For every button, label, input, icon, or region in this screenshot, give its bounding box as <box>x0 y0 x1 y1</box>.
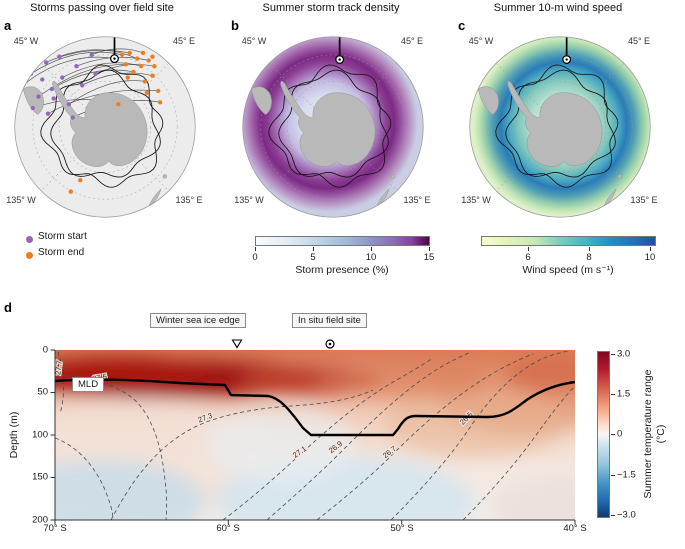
colorbar-b-tick-label: 15 <box>423 252 435 263</box>
map-a-graticule <box>32 54 178 200</box>
panel-c-letter: c <box>458 18 466 33</box>
section-axes <box>50 349 576 525</box>
map-c-graticule <box>487 54 633 200</box>
latitude-tick-label: 50° S <box>390 523 414 534</box>
colorbar-d-tick-mark <box>611 354 615 355</box>
meridian-label: 135° W <box>6 195 36 205</box>
meridian-label: 45° W <box>13 36 39 46</box>
section-panel-d: 27.727.527.327.126.926.726.5 <box>50 339 576 525</box>
colorbar-d-tick-mark <box>611 434 615 435</box>
depth-tick-label: 100 <box>32 429 48 441</box>
meridian-label: 45° E <box>400 36 424 46</box>
colorbar-d-tick-label: −1.5 <box>617 469 636 481</box>
meridian-label: 45° W <box>468 36 494 46</box>
colorbar-b-label: Storm presence (%) <box>295 264 389 276</box>
depth-tick-label: 0 <box>42 344 48 356</box>
colorbar-d-tick-mark <box>611 475 615 476</box>
latitude-tick-label: 60° S <box>216 523 240 534</box>
winter-sea-ice-edge-marker <box>231 339 243 349</box>
meridian-label: 135° E <box>630 195 658 205</box>
colorbar-b-tick-mark <box>371 247 372 251</box>
colorbar-temperature <box>597 351 610 518</box>
colorbar-b-tick-label: 10 <box>365 252 377 263</box>
mld-line <box>54 378 576 437</box>
colorbar-b-tick-mark <box>255 247 256 251</box>
latitude-tick-label: 40° S <box>563 523 587 534</box>
meridian-label: 135° W <box>461 195 491 205</box>
colorbar-c-tick-mark <box>650 247 651 251</box>
colorbar-c-label: Wind speed (m s⁻¹) <box>522 264 614 276</box>
field-site-section-marker <box>325 339 335 349</box>
mld-label: MLD <box>72 377 105 392</box>
colorbar-d-tick-mark <box>611 394 615 395</box>
antarctica-landmass <box>52 81 148 167</box>
depth-tick-label: 150 <box>32 471 48 483</box>
legend-swatch-storm-start <box>26 236 33 243</box>
colorbar-c-tick-mark <box>528 247 529 251</box>
map-panel-a <box>14 36 196 218</box>
south-america-tip <box>23 86 44 115</box>
temperature-colorbar-label: Summer temperature range (°C) <box>641 369 667 499</box>
colorbar-c-tick-label: 8 <box>586 252 592 263</box>
panel-a-title: Storms passing over field site <box>30 2 174 14</box>
panel-b-letter: b <box>231 18 239 33</box>
depth-tick-label: 50 <box>37 386 48 398</box>
meridian-label: 135° E <box>403 195 431 205</box>
colorbar-c-tick-mark <box>589 247 590 251</box>
legend-label-storm-start: Storm start <box>38 231 87 242</box>
field-site-marker-a <box>110 54 119 64</box>
meridian-label: 45° W <box>241 36 267 46</box>
colorbar-d-tick-label: 0 <box>617 428 623 440</box>
colorbar-wind-speed <box>481 236 656 246</box>
panel-d-letter: d <box>4 300 12 315</box>
isopycnal-contours <box>55 350 575 520</box>
colorbar-c-tick-label: 10 <box>644 252 656 263</box>
colorbar-c-tick-label: 6 <box>525 252 531 263</box>
small-island <box>162 174 167 179</box>
temperature-range-field <box>55 350 575 520</box>
map-b-graticule <box>260 54 406 200</box>
latitude-tick-label: 70° S <box>43 523 67 534</box>
legend-label-storm-end: Storm end <box>38 247 85 258</box>
depth-tick-label: 200 <box>32 514 48 526</box>
annotation-winter-sea-ice-edge: Winter sea ice edge <box>150 313 246 328</box>
depth-axis-label: Depth (m) <box>8 411 20 459</box>
antarctica-a <box>23 37 167 208</box>
colorbar-b-tick-label: 0 <box>252 252 258 263</box>
field-site-marker-c <box>562 55 572 64</box>
panel-b-title: Summer storm track density <box>262 2 400 14</box>
storm-end-dots <box>68 50 163 194</box>
colorbar-storm-presence <box>255 236 430 246</box>
panel-a-letter: a <box>4 18 12 33</box>
panel-c-title: Summer 10-m wind speed <box>493 2 623 14</box>
map-panel-b <box>242 36 424 218</box>
colorbar-b-tick-mark <box>429 247 430 251</box>
field-site-marker-b <box>335 55 345 64</box>
meridian-label: 135° W <box>234 195 264 205</box>
meridian-label: 135° E <box>175 195 203 205</box>
colorbar-b-tick-mark <box>313 247 314 251</box>
colorbar-b-tick-label: 5 <box>310 252 316 263</box>
colorbar-d-tick-label: −3.0 <box>617 509 636 521</box>
meridian-label: 45° E <box>172 36 196 46</box>
colorbar-d-tick-label: 1.5 <box>617 388 631 400</box>
meridian-label: 45° E <box>627 36 651 46</box>
map-panel-c <box>469 36 651 218</box>
annotation-in-situ-field-site: In situ field site <box>292 313 367 328</box>
colorbar-d-tick-label: 3.0 <box>617 348 631 360</box>
colorbar-d-tick-mark <box>611 515 615 516</box>
legend-swatch-storm-end <box>26 252 33 259</box>
